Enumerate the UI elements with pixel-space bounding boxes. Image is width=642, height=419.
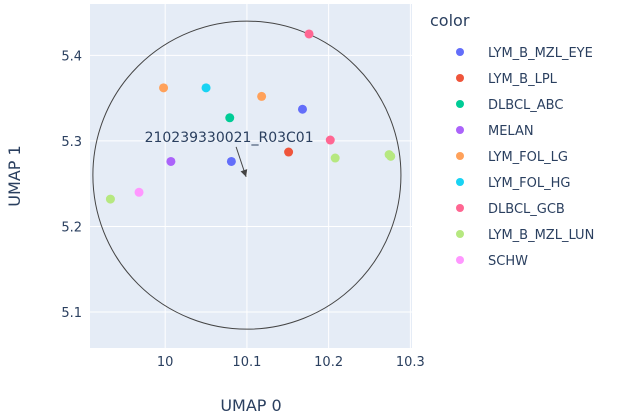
y-tick-labels: 5.1 5.2 5.3 5.4 <box>61 49 82 321</box>
legend[interactable]: LYM_B_MZL_EYE LYM_B_LPL DLBCL_ABC MELAN LYM_… <box>456 46 594 269</box>
x-tick-label: 10.2 <box>314 355 343 370</box>
data-point <box>257 91 267 101</box>
legend-label: LYM_B_MZL_LUN <box>488 228 594 243</box>
legend-label: SCHW <box>488 254 528 269</box>
x-tick-label: 10.3 <box>396 355 425 370</box>
legend-marker <box>456 178 464 186</box>
selection-circle <box>92 20 402 330</box>
y-tick-label: 5.2 <box>61 220 82 235</box>
legend-item[interactable]: DLBCL_GCB <box>456 202 565 217</box>
data-point <box>134 187 144 197</box>
legend-item[interactable]: LYM_FOL_LG <box>456 150 568 165</box>
legend-marker <box>456 204 464 212</box>
x-tick-labels: 10 10.1 10.2 10.3 <box>157 355 425 370</box>
annotation-label: 210239330021_R03C01 <box>145 130 314 146</box>
legend-marker <box>456 126 464 134</box>
data-point <box>386 151 396 161</box>
data-point <box>105 194 115 204</box>
legend-marker <box>456 256 464 264</box>
legend-label: LYM_B_LPL <box>488 72 558 87</box>
legend-marker <box>456 74 464 82</box>
data-point <box>225 113 235 123</box>
y-axis-title: UMAP 1 <box>5 145 24 206</box>
legend-item[interactable]: LYM_B_MZL_LUN <box>456 228 594 243</box>
data-point <box>325 135 335 145</box>
legend-item[interactable]: SCHW <box>456 254 528 269</box>
grid-lines <box>90 4 412 348</box>
x-axis-title: UMAP 0 <box>220 396 281 415</box>
data-point <box>201 83 211 93</box>
legend-item[interactable]: LYM_FOL_HG <box>456 176 570 191</box>
legend-label: LYM_FOL_HG <box>488 176 570 191</box>
legend-label: MELAN <box>488 124 534 139</box>
legend-marker <box>456 100 464 108</box>
legend-item[interactable]: DLBCL_ABC <box>456 98 563 113</box>
y-tick-label: 5.4 <box>61 49 82 64</box>
legend-marker <box>456 48 464 56</box>
y-tick-label: 5.1 <box>61 306 82 321</box>
annotation-arrowhead <box>240 169 248 177</box>
data-point <box>159 83 169 93</box>
legend-item[interactable]: LYM_B_LPL <box>456 72 558 87</box>
x-tick-label: 10.1 <box>232 355 261 370</box>
legend-item[interactable]: MELAN <box>456 124 534 139</box>
data-point <box>226 156 236 166</box>
data-point <box>166 156 176 166</box>
data-points <box>105 29 396 204</box>
data-point <box>304 29 314 39</box>
y-tick-label: 5.3 <box>61 135 82 150</box>
data-point <box>330 153 340 163</box>
legend-item[interactable]: LYM_B_MZL_EYE <box>456 46 593 61</box>
legend-title: color <box>430 11 470 30</box>
data-point <box>297 104 307 114</box>
legend-label: DLBCL_GCB <box>488 202 565 217</box>
legend-label: LYM_FOL_LG <box>488 150 568 165</box>
data-point <box>284 147 294 157</box>
legend-marker <box>456 230 464 238</box>
legend-marker <box>456 152 464 160</box>
legend-label: DLBCL_ABC <box>488 98 563 113</box>
legend-label: LYM_B_MZL_EYE <box>488 46 593 61</box>
x-tick-label: 10 <box>157 355 174 370</box>
